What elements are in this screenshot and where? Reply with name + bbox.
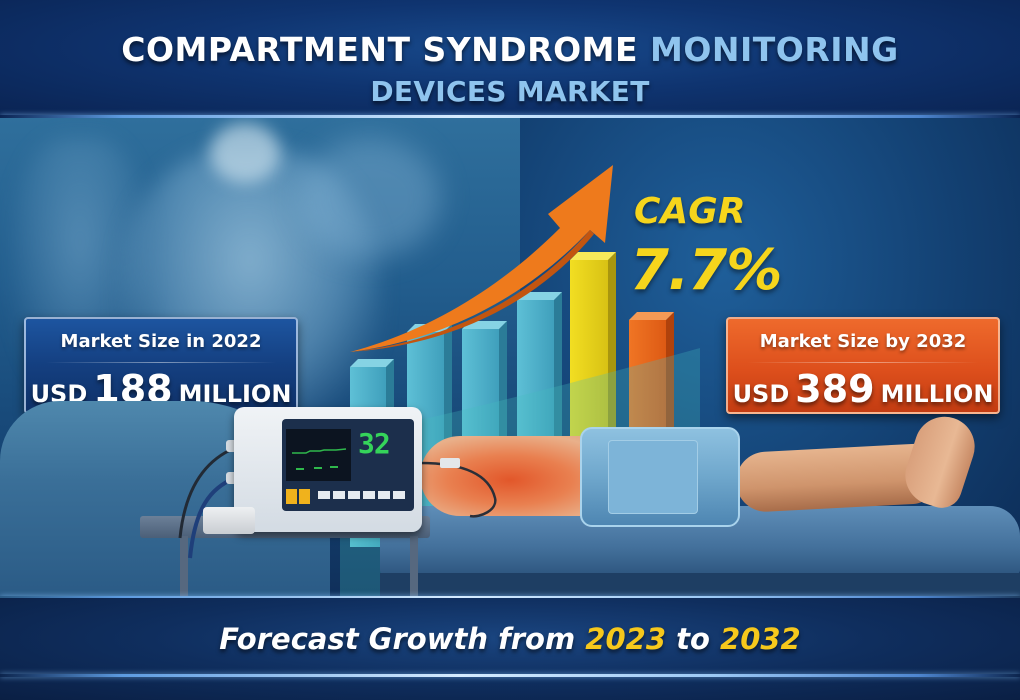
- pressure-monitor-device: 32: [234, 407, 422, 532]
- monitor-key: [333, 491, 345, 499]
- market-size-2022-caption: Market Size in 2022: [60, 331, 262, 352]
- waveform-display: [286, 429, 351, 481]
- divider: [748, 362, 978, 363]
- cart-leg: [180, 536, 188, 598]
- market-value: 389: [795, 367, 875, 411]
- forecast-prefix: Forecast Growth from: [219, 622, 576, 656]
- hero-scene: CAGR 7.7% Market Size in 2022 USD 188 MILL…: [0, 118, 1020, 598]
- monitor-key: [348, 491, 360, 499]
- unit-label: MILLION: [880, 380, 994, 408]
- cuff-panel: [608, 440, 698, 514]
- monitor-key: [378, 491, 390, 499]
- page-subtitle: DEVICES MARKET: [370, 75, 650, 108]
- monitor-screen: 32: [282, 419, 414, 511]
- monitor-key: [393, 491, 405, 499]
- sensor-cables: [178, 440, 497, 559]
- forecast-caption: Forecast Growth from 2023 to 2032: [0, 622, 1020, 656]
- title-part-1: COMPARTMENT SYNDROME: [121, 30, 638, 69]
- title-band: COMPARTMENT SYNDROME MONITORING DEVICES …: [0, 0, 1020, 118]
- footer-divider-bottom: [0, 674, 1020, 677]
- title-divider: [0, 115, 1020, 119]
- blurred-surgeon-head: [210, 123, 280, 183]
- currency-label: USD: [732, 380, 790, 408]
- forecast-connector: to: [676, 622, 710, 656]
- monitor-key: [363, 491, 375, 499]
- cart-leg: [410, 536, 418, 598]
- forecast-end-year: 2032: [720, 622, 801, 656]
- divider: [46, 362, 276, 363]
- footer-band: [0, 598, 1020, 700]
- page-title: COMPARTMENT SYNDROME MONITORING: [0, 30, 1020, 69]
- cagr-label: CAGR: [634, 191, 746, 232]
- monitor-key: [318, 491, 330, 499]
- pressure-reading: 32: [358, 427, 391, 460]
- market-size-2022-box: Market Size in 2022 USD 188 MILLION: [24, 317, 298, 414]
- market-size-2032-box: Market Size by 2032 USD 389 MILLION: [726, 317, 1000, 414]
- forecast-start-year: 2023: [585, 622, 666, 656]
- monitor-key: [299, 489, 310, 504]
- monitor-keypad: [286, 489, 410, 507]
- transducer-box: [203, 507, 255, 534]
- market-size-2032-value: USD 389 MILLION: [728, 367, 998, 411]
- title-part-2: MONITORING: [650, 30, 899, 69]
- monitor-key: [286, 489, 297, 504]
- blurred-lamp: [300, 138, 440, 258]
- bed-base: [380, 573, 1020, 598]
- cagr-value: 7.7%: [630, 238, 782, 303]
- market-size-2032-caption: Market Size by 2032: [759, 331, 967, 352]
